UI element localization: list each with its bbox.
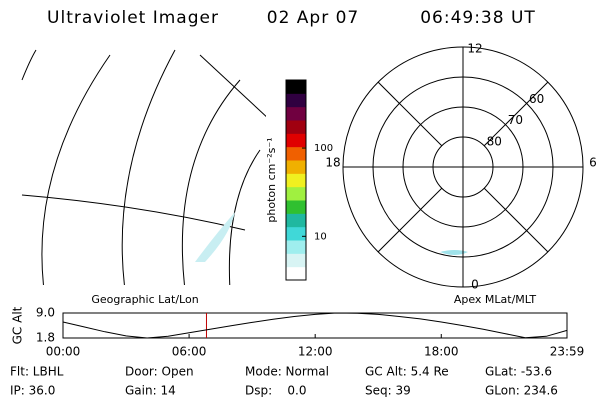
- colorbar-cell: [286, 106, 306, 121]
- x-tick-label: 18:00: [424, 345, 459, 359]
- map-line: [199, 54, 266, 117]
- polar-ring: [402, 106, 524, 228]
- info-field: IP: 36.0: [10, 384, 55, 398]
- colorbar-cell: [286, 160, 306, 174]
- y-axis-label: GC Alt: [11, 306, 25, 344]
- info-field: Mode: Normal: [245, 365, 329, 379]
- colorbar-cell: [286, 213, 306, 228]
- colorbar-label: photon cm⁻²s⁻¹: [265, 137, 278, 222]
- map-line: [41, 54, 111, 285]
- polar-ring-label: 60: [529, 92, 544, 106]
- colorbar-cell: [286, 146, 306, 161]
- polar-ring: [432, 136, 494, 198]
- map-line: [181, 79, 241, 285]
- polar-ring-label: 70: [508, 113, 523, 127]
- map-line: [21, 194, 246, 231]
- info-field: Door: Open: [125, 365, 194, 379]
- polar-ring: [372, 76, 554, 258]
- x-tick-label: 12:00: [298, 345, 333, 359]
- map-line: [121, 49, 176, 285]
- time: 06:49:38 UT: [420, 8, 536, 28]
- info-field: Gain: 14: [125, 384, 176, 398]
- polar-ring-label: 80: [487, 134, 502, 148]
- polar-title: Apex MLat/MLT: [454, 293, 537, 306]
- mlt-label: 12: [467, 42, 482, 56]
- colorbar-cell: [286, 120, 306, 134]
- mlt-label: 18: [325, 156, 340, 170]
- x-tick-label: 06:00: [172, 345, 207, 359]
- map-line: [21, 49, 37, 81]
- colorbar-cell: [286, 93, 306, 108]
- colorbar-cell: [286, 240, 306, 254]
- colorbar-cell: [286, 80, 306, 94]
- info-field: Flt: LBHL: [10, 365, 64, 379]
- mlt-label: 6: [589, 156, 597, 170]
- x-tick-label: 00:00: [46, 345, 81, 359]
- polar-diagonal: [377, 81, 443, 147]
- altitude-line: [62, 312, 568, 339]
- aurora: [440, 250, 468, 255]
- aurora: [195, 212, 235, 262]
- colorbar-cell: [286, 133, 306, 148]
- map-title: Geographic Lat/Lon: [91, 293, 198, 306]
- colorbar-cell: [286, 253, 306, 268]
- x-tick-label: 23:59: [550, 345, 585, 359]
- info-field: Seq: 39: [365, 384, 411, 398]
- y-tick-label: 9.0: [36, 306, 55, 320]
- title: Ultraviolet Imager: [47, 8, 219, 28]
- colorbar-cell: [286, 200, 306, 214]
- y-tick-label: 1.8: [36, 331, 55, 345]
- polar-diagonal: [483, 81, 549, 147]
- colorbar-cell: [286, 186, 306, 201]
- polar-diagonal: [377, 187, 443, 253]
- colorbar-tick-label: 10: [314, 231, 327, 242]
- colorbar-cell: [286, 173, 306, 188]
- map-line: [228, 149, 261, 285]
- date: 02 Apr 07: [267, 8, 359, 28]
- info-field: Dsp: 0.0: [245, 384, 307, 398]
- polar-diagonal: [483, 187, 549, 253]
- colorbar-cell: [286, 266, 306, 281]
- map-grid: [21, 49, 266, 285]
- colorbar-frame: [285, 79, 307, 281]
- info-field: GLon: 234.6: [485, 384, 558, 398]
- colorbar-tick-label: 100: [314, 143, 333, 154]
- colorbar-cell: [286, 226, 306, 241]
- mlt-label: 0: [471, 278, 479, 292]
- info-field: GLat: -53.6: [485, 365, 552, 379]
- info-field: GC Alt: 5.4 Re: [365, 365, 449, 379]
